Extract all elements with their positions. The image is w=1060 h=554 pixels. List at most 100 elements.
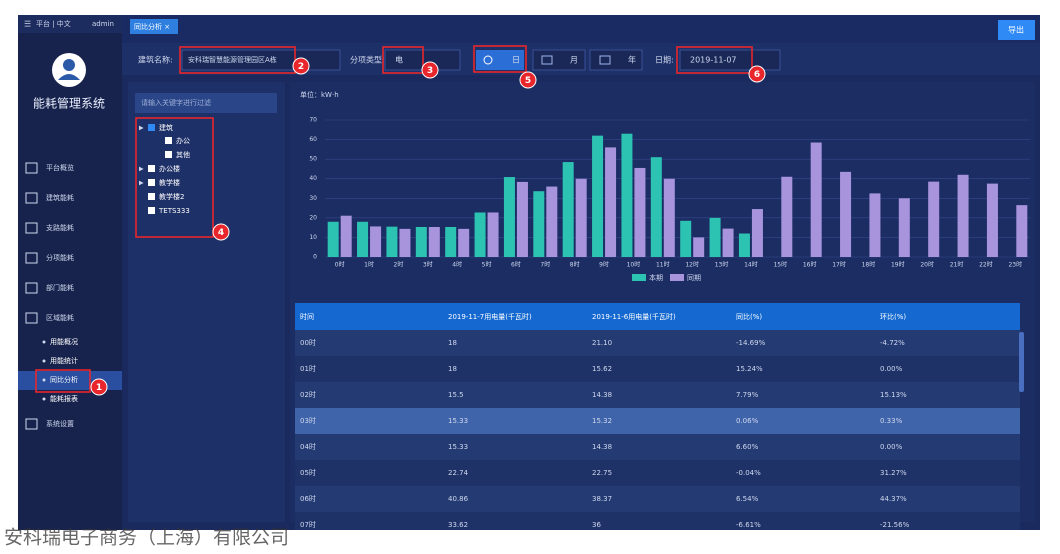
period-button[interactable] [589,49,643,71]
submenu-item[interactable]: 用能统计 [50,356,78,365]
scrollbar[interactable] [1019,332,1024,392]
submenu-item[interactable]: 用能概况 [50,337,78,346]
table-row[interactable] [295,512,1020,538]
menu-item[interactable]: 分项能耗 [46,253,74,262]
menu-item[interactable]: 平台概览 [46,163,74,172]
tab-label[interactable]: 同比分析 × [134,22,170,31]
table-header-cell: 2019-11-6用电量(千瓦时) [592,312,676,321]
topbar-left [18,15,122,33]
period-label[interactable]: 日 [512,56,520,65]
bar [327,221,339,257]
menu-item[interactable]: 区域能耗 [46,313,74,322]
annotation-badge [748,65,766,83]
export-button[interactable] [998,20,1035,40]
tree-checkbox[interactable] [165,151,172,158]
x-tick-label: 22时 [979,261,993,269]
bar [415,226,427,257]
tree-panel [128,82,285,522]
table-cell: 18 [448,365,457,373]
y-tick-label: 0 [313,254,317,261]
table-header-cell: 时间 [300,312,314,321]
tree-checkbox[interactable] [165,137,172,144]
tree-item[interactable]: 其他 [176,150,190,159]
table-cell: 05时 [300,468,316,477]
table-row[interactable] [295,356,1020,382]
table-cell: 44.37% [880,495,907,503]
tree-item[interactable]: TETS333 [158,207,190,215]
user-lang: 平台 | 中文 [36,19,71,28]
period-button[interactable] [532,49,586,71]
menu-item[interactable]: 部门能耗 [46,283,74,292]
table-cell: 15.32 [592,417,612,425]
account[interactable]: admin [92,20,114,28]
annotation-number: 4 [218,228,224,238]
bar [957,174,969,257]
bar [357,221,369,257]
bar [370,226,382,257]
y-axis-label: 单位：kW·h [300,90,339,99]
x-tick-label: 23时 [1008,261,1022,269]
y-tick-label: 70 [309,117,317,124]
watermark: 安科瑞电子商务（上海）有限公司 [4,527,289,549]
bar [458,228,470,257]
table-header-cell: 环比(%) [880,312,906,321]
export-label[interactable]: 导出 [1008,25,1024,35]
table-row[interactable] [295,408,1020,434]
table-cell: 0.06% [736,417,759,425]
tree-item[interactable]: 教学楼 [159,178,180,187]
y-tick-label: 50 [309,156,317,163]
tree-item[interactable]: 办公 [176,136,190,145]
tree-search-placeholder[interactable]: 请输入关键字进行过滤 [141,98,211,107]
table-row[interactable] [295,460,1020,486]
tree-checkbox[interactable] [148,207,155,214]
annotation-box [35,369,91,393]
submenu-item[interactable]: 同比分析 [50,375,78,384]
building-value[interactable]: 安科瑞智慧能源管理园区A栋 [188,55,277,64]
table-cell: 0.33% [880,417,903,425]
type-value[interactable]: 电 [395,55,403,65]
y-tick-label: 10 [309,234,317,241]
x-tick-label: 20时 [920,261,934,269]
period-button[interactable] [476,50,524,70]
bar [663,178,675,257]
tree-search[interactable] [135,93,277,113]
table-cell: 38.37 [592,495,612,503]
period-label[interactable]: 月 [570,56,578,65]
submenu-item[interactable]: 能耗报表 [50,394,78,403]
annotation-box [676,46,753,74]
bar [840,171,852,257]
bar [575,178,587,257]
menu-item[interactable]: 支路能耗 [46,223,74,232]
tree-item[interactable]: 教学楼2 [159,192,184,201]
table-row[interactable] [295,434,1020,460]
date-value[interactable]: 2019-11-07 [690,56,737,65]
tree-checkbox[interactable] [148,193,155,200]
annotation-badge [292,57,310,75]
tree-checkbox[interactable] [148,179,155,186]
table-cell: 15.13% [880,391,907,399]
bar [516,181,528,257]
tree-checkbox[interactable] [148,165,155,172]
tab[interactable] [130,19,178,34]
menu-item[interactable]: 建筑能耗 [46,193,74,202]
bar [562,162,574,257]
table-row[interactable] [295,382,1020,408]
table-row[interactable] [295,330,1020,356]
tree-item[interactable]: 办公楼 [159,164,180,173]
period-label[interactable]: 年 [628,55,636,65]
x-tick-label: 21时 [950,261,964,269]
avatar-body [58,74,80,80]
menu-item[interactable]: 系统设置 [46,419,74,428]
table-header-cell: 同比(%) [736,312,762,321]
date-input[interactable] [679,49,781,71]
tree-checkbox[interactable] [148,124,155,131]
menu-icon [25,282,38,294]
annotation-box [382,46,424,74]
table-cell: 0.00% [880,365,903,373]
table-cell: 7.79% [736,391,759,399]
annotation-badge [90,378,108,396]
table-row[interactable] [295,486,1020,512]
x-tick-label: 14时 [744,261,758,269]
bar [533,191,545,257]
tree-item[interactable]: 建筑 [159,123,173,132]
